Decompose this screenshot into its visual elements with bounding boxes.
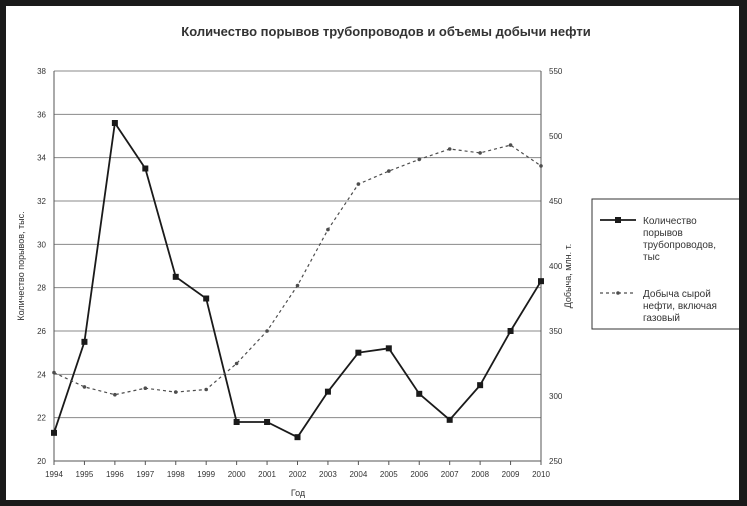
data-point [111,120,118,126]
data-point [51,429,57,436]
x-tick-label: 2003 [319,470,337,479]
data-point [478,151,482,155]
legend-marker [616,291,620,295]
x-tick-label: 1997 [136,470,154,479]
data-point [326,227,330,232]
data-point [446,416,453,423]
legend-label: тыс [643,252,660,263]
legend-label: газовый [643,313,680,324]
data-point [172,273,179,280]
data-point [264,419,271,425]
series-line-0 [53,120,542,439]
x-tick-label: 2006 [410,470,428,479]
y-left-tick-label: 38 [37,67,46,76]
data-point [385,345,392,352]
y-right-tick-label: 450 [549,197,563,206]
y-right-tick-label: 550 [549,67,563,76]
data-point [477,382,484,389]
series-line-1 [53,144,542,396]
y-right-tick-label: 250 [549,457,563,466]
x-tick-label: 2008 [471,470,489,479]
x-tick-label: 1999 [197,470,215,479]
data-point [265,329,269,333]
data-point [143,386,148,391]
y-right-tick-label: 350 [549,327,563,336]
data-point [416,390,423,397]
data-point [295,283,300,288]
y-left-tick-label: 34 [37,154,46,163]
legend-label: нефти, включая [643,300,717,312]
x-tick-label: 1994 [45,470,63,479]
tick-labels: 20 22 24 26 28 30 32 34 36 38 250 300 350 400 450 500 55… [37,67,563,479]
x-tick-label: 2002 [289,470,307,479]
data-point [81,338,88,345]
y-left-tick-label: 28 [37,284,46,293]
x-axis-label: Год [291,488,306,498]
data-point [234,361,239,366]
chart-title: Количество порывов трубопроводов и объем… [181,24,590,39]
data-point [82,385,87,389]
y-left-tick-label: 30 [37,240,46,249]
x-tick-label: 2004 [349,470,367,479]
y-left-tick-label: 32 [37,197,46,206]
chart-frame: Количество порывов трубопроводов и объем… [6,6,739,500]
data-point [203,295,210,302]
y-left-tick-label: 26 [37,327,46,336]
data-point [294,434,301,441]
x-tick-label: 2000 [228,470,246,479]
series [51,120,544,441]
data-point [447,147,452,151]
data-point [507,328,514,334]
data-point [173,390,178,394]
y-left-tick-label: 24 [37,370,46,379]
legend-label: Количество [643,216,697,227]
chart: Количество порывов трубопроводов и объем… [16,24,739,498]
x-tick-label: 1995 [76,470,94,479]
grid [54,70,541,462]
x-tick-label: 1998 [167,470,185,479]
y-left-tick-label: 20 [37,457,46,466]
legend-marker [615,217,621,223]
y-axis-right-label: Добыча, млн. т. [563,244,573,309]
data-point [508,143,513,147]
y-left-tick-label: 22 [37,414,46,423]
y-axis-left-label: Количество порывов, тыс. [16,211,26,320]
legend-label: Добыча сырой [643,288,711,300]
x-tick-label: 2009 [502,470,520,479]
data-point [539,164,543,168]
data-point [387,169,391,173]
data-point [417,157,422,162]
y-right-tick-label: 500 [549,132,563,141]
x-tick-label: 2007 [441,470,459,479]
data-point [233,419,240,425]
data-point [113,392,117,397]
data-point [355,349,362,356]
y-right-tick-label: 400 [549,262,563,271]
x-tick-label: 2005 [380,470,398,479]
x-tick-label: 2001 [258,470,276,479]
x-tick-label: 1996 [106,470,124,479]
data-point [538,278,544,285]
y-left-tick-label: 36 [37,110,46,119]
data-point [142,165,149,172]
y-right-tick-label: 300 [549,392,563,401]
data-point [204,387,208,392]
data-point [356,182,361,186]
data-point [324,388,331,395]
legend-box [591,198,739,330]
x-tick-label: 2010 [532,470,550,479]
axes [53,71,542,465]
data-point [52,370,56,375]
legend-label: порывов [643,228,683,239]
legend-label: трубопроводов, [643,239,716,251]
